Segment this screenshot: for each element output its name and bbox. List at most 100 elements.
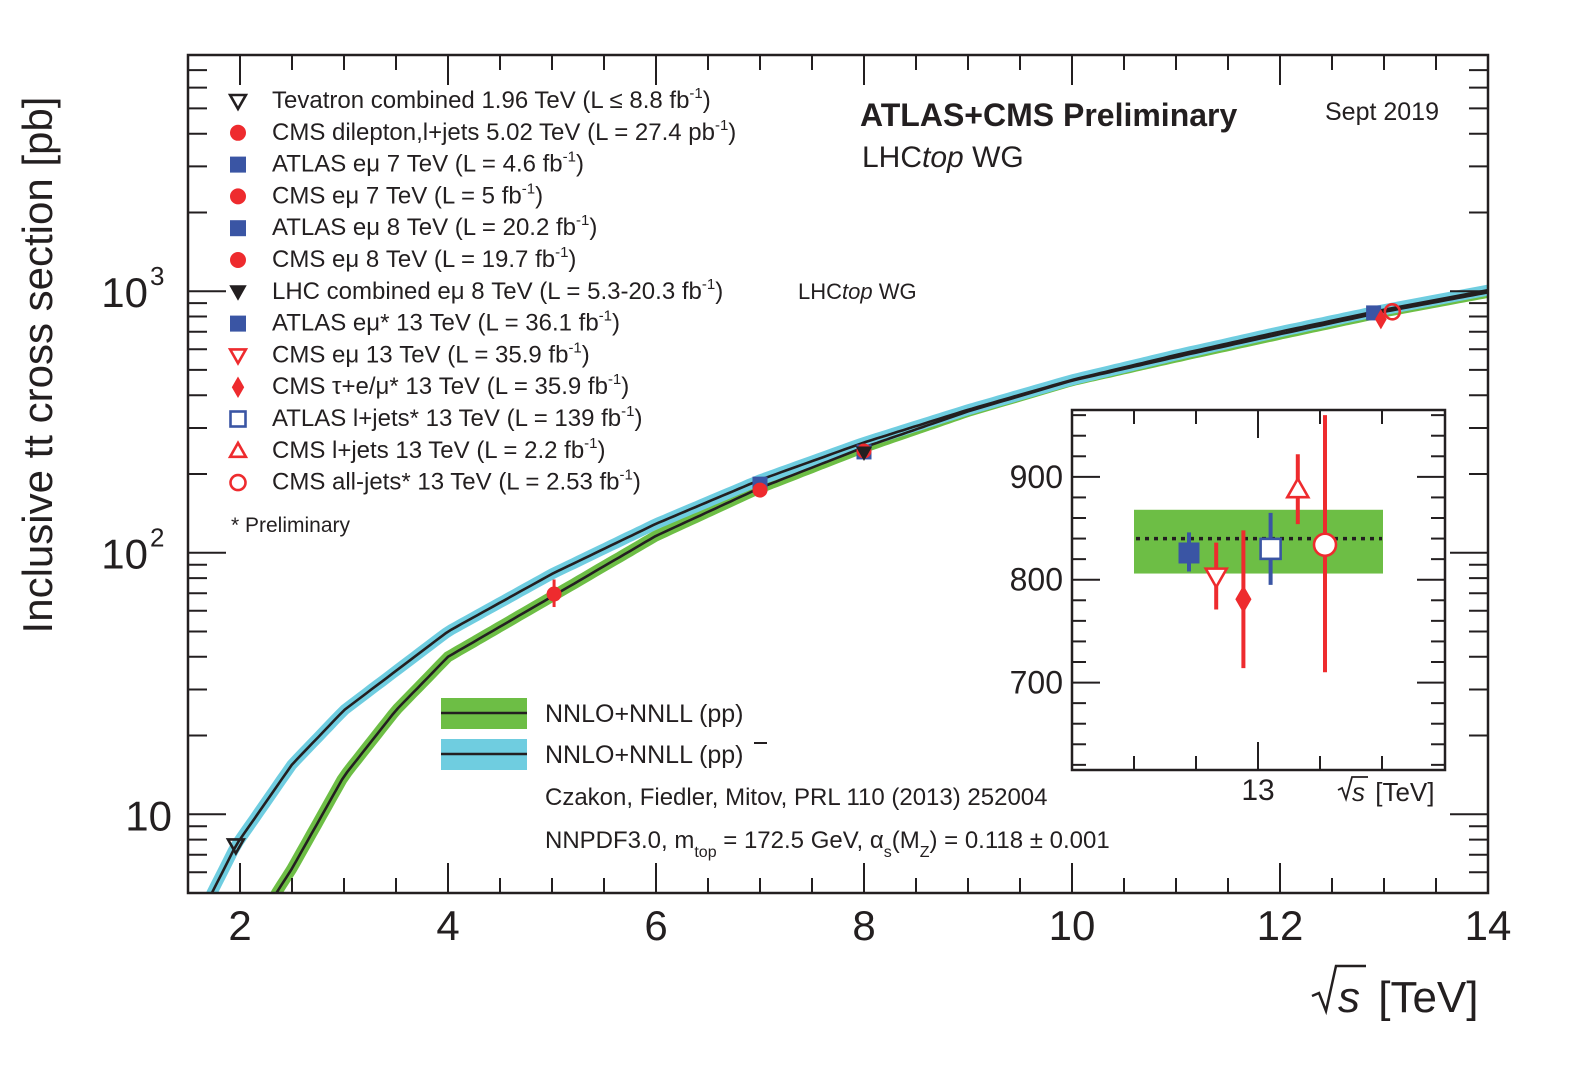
theory-params: NNPDF3.0, mtop = 172.5 GeV, αs(MZ) = 0.1…	[545, 827, 1110, 861]
inset-plot: 700 800 900 13 s [TeV]	[1010, 408, 1447, 807]
legend-entry: CMS all-jets* 13 TeV (L = 2.53 fb-1)	[229, 467, 641, 496]
axis-ticks	[188, 54, 1489, 894]
inset-y-tick-label: 800	[1010, 562, 1063, 598]
legend-entry: CMS eμ 7 TeV (L = 5 fb-1)	[230, 180, 543, 209]
data-point	[546, 586, 562, 602]
theory-line-pp	[275, 291, 1488, 893]
inset-x-axis-unit: [TeV]	[1368, 777, 1434, 807]
inset-x-axis-variable: s	[1352, 777, 1365, 807]
x-tick-labels: 2 4 6 8 10 12 14	[228, 902, 1511, 949]
inset-data-point	[1285, 476, 1311, 499]
legend-label: ATLAS eμ 7 TeV (L = 4.6 fb-1)	[272, 149, 584, 178]
inset-y-tick-label: 900	[1010, 459, 1063, 495]
theory-citation: Czakon, Fiedler, Mitov, PRL 110 (2013) 2…	[545, 784, 1048, 811]
x-tick-label: 14	[1465, 902, 1512, 949]
inset-data-point	[1259, 537, 1282, 561]
legend-label: CMS eμ 7 TeV (L = 5 fb-1)	[272, 180, 543, 209]
x-tick-label: 12	[1257, 902, 1304, 949]
legend-marker	[230, 124, 246, 141]
y-tick-label: 10	[125, 792, 172, 839]
legend-entry: LHC combined eμ 8 TeV (L = 5.3-20.3 fb-1…	[229, 276, 917, 305]
chart-title: ATLAS+CMS Preliminary	[860, 97, 1237, 133]
x-tick-label: 6	[644, 902, 667, 949]
legend-marker	[230, 252, 246, 268]
legend-marker	[227, 440, 249, 459]
legend-entry: Tevatron combined 1.96 TeV (L ≤ 8.8 fb-1…	[227, 85, 711, 114]
legend-entry: ATLAS eμ 7 TeV (L = 4.6 fb-1)	[230, 149, 584, 178]
inset-axis-ticks	[1072, 410, 1445, 770]
legend-marker	[229, 473, 247, 492]
inset-y-tick-labels: 700 800 900	[1010, 459, 1063, 701]
inset-data-point	[1312, 532, 1338, 558]
legend-entry: ATLAS l+jets* 13 TeV (L = 139 fb-1)	[229, 403, 642, 432]
data-points	[225, 303, 1402, 856]
inset-data-points	[1178, 415, 1338, 673]
inset-x-tick-label: 13	[1241, 774, 1274, 807]
x-tick-label: 10	[1049, 902, 1096, 949]
legend-label: CMS eμ 13 TeV (L = 35.9 fb-1)	[272, 339, 590, 368]
legend-group-label: LHCtop WG	[798, 279, 917, 304]
legend-marker	[227, 348, 249, 366]
legend-entry: ATLAS eμ* 13 TeV (L = 36.1 fb-1)	[230, 308, 620, 337]
legend-entry: CMS l+jets 13 TeV (L = 2.2 fb-1)	[227, 435, 606, 464]
legend-entry: CMS τ+e/μ* 13 TeV (L = 35.9 fb-1)	[231, 371, 629, 400]
y-axis-label: Inclusive tt cross section [pb]	[14, 97, 61, 634]
inset-x-axis-label: s [TeV]	[1337, 776, 1434, 807]
legend-marker	[230, 188, 246, 205]
legend-label: CMS all-jets* 13 TeV (L = 2.53 fb-1)	[272, 467, 641, 496]
legend-entry: CMS eμ 13 TeV (L = 35.9 fb-1)	[227, 339, 590, 368]
inset-sqrt-sign-icon	[1337, 776, 1368, 802]
y-tick-exponent: 3	[150, 261, 164, 291]
chart-date: Sept 2019	[1325, 98, 1439, 126]
inset-frame	[1070, 408, 1447, 772]
theory-legend: NNLO+NNLL (pp) NNLO+NNLL (pp) Czakon, Fi…	[441, 698, 1110, 861]
y-tick-label: 10	[101, 269, 148, 316]
pp-legend-label: NNLO+NNLL (pp)	[545, 700, 743, 728]
data-point	[1375, 309, 1387, 330]
legend-label: CMS l+jets 13 TeV (L = 2.2 fb-1)	[272, 435, 606, 464]
inset-theory-band	[1134, 509, 1383, 574]
x-tick-label: 2	[228, 902, 251, 949]
legend-entry: CMS eμ 8 TeV (L = 19.7 fb-1)	[230, 244, 576, 273]
y-tick-exponent: 2	[150, 523, 164, 553]
sqrt-sign-icon	[1311, 964, 1366, 1016]
legend-label: ATLAS l+jets* 13 TeV (L = 139 fb-1)	[272, 403, 642, 432]
x-axis-unit: [TeV]	[1366, 973, 1479, 1022]
legend-label: ATLAS eμ* 13 TeV (L = 36.1 fb-1)	[272, 308, 620, 337]
inset-y-tick-label: 700	[1010, 665, 1063, 701]
legend-label: Tevatron combined 1.96 TeV (L ≤ 8.8 fb-1…	[272, 85, 711, 114]
legend-marker	[230, 220, 246, 237]
legend-label: CMS τ+e/μ* 13 TeV (L = 35.9 fb-1)	[272, 371, 629, 400]
inset-background	[1072, 410, 1445, 770]
legend-marker	[227, 93, 249, 112]
legend-label: CMS dilepton,l+jets 5.02 TeV (L = 27.4 p…	[272, 117, 736, 146]
plot-frame	[186, 53, 1490, 895]
theory-legend-ppbar: NNLO+NNLL (pp)	[441, 739, 767, 770]
inset-theory-band-rect	[1134, 509, 1383, 574]
legend-label: CMS eμ 8 TeV (L = 19.7 fb-1)	[272, 244, 576, 273]
legend-label: ATLAS eμ 8 TeV (L = 20.2 fb-1)	[272, 212, 597, 241]
data-point	[225, 838, 246, 856]
inset-data-point	[1203, 567, 1229, 590]
theory-line-ppbar	[210, 288, 1488, 893]
legend-marker	[229, 410, 247, 428]
inset-data-point	[1178, 542, 1200, 564]
x-tick-label: 4	[436, 902, 459, 949]
x-axis-variable: s	[1338, 973, 1360, 1022]
legend-entry: CMS dilepton,l+jets 5.02 TeV (L = 27.4 p…	[230, 117, 736, 146]
data-point	[1383, 303, 1402, 321]
theory-legend-pp: NNLO+NNLL (pp)	[441, 698, 743, 729]
y-tick-label: 10	[101, 531, 148, 578]
legend-marker	[231, 376, 245, 398]
theory-curves	[206, 284, 1488, 893]
inset-data-point	[1235, 585, 1252, 614]
preliminary-note: * Preliminary	[231, 514, 351, 537]
legend-entry: ATLAS eμ 8 TeV (L = 20.2 fb-1)	[230, 212, 597, 241]
legend: Tevatron combined 1.96 TeV (L ≤ 8.8 fb-1…	[227, 85, 917, 496]
legend-marker	[230, 156, 246, 173]
ppbar-legend-label: NNLO+NNLL (pp)	[545, 741, 743, 769]
inset-marker-bg	[1260, 538, 1282, 560]
